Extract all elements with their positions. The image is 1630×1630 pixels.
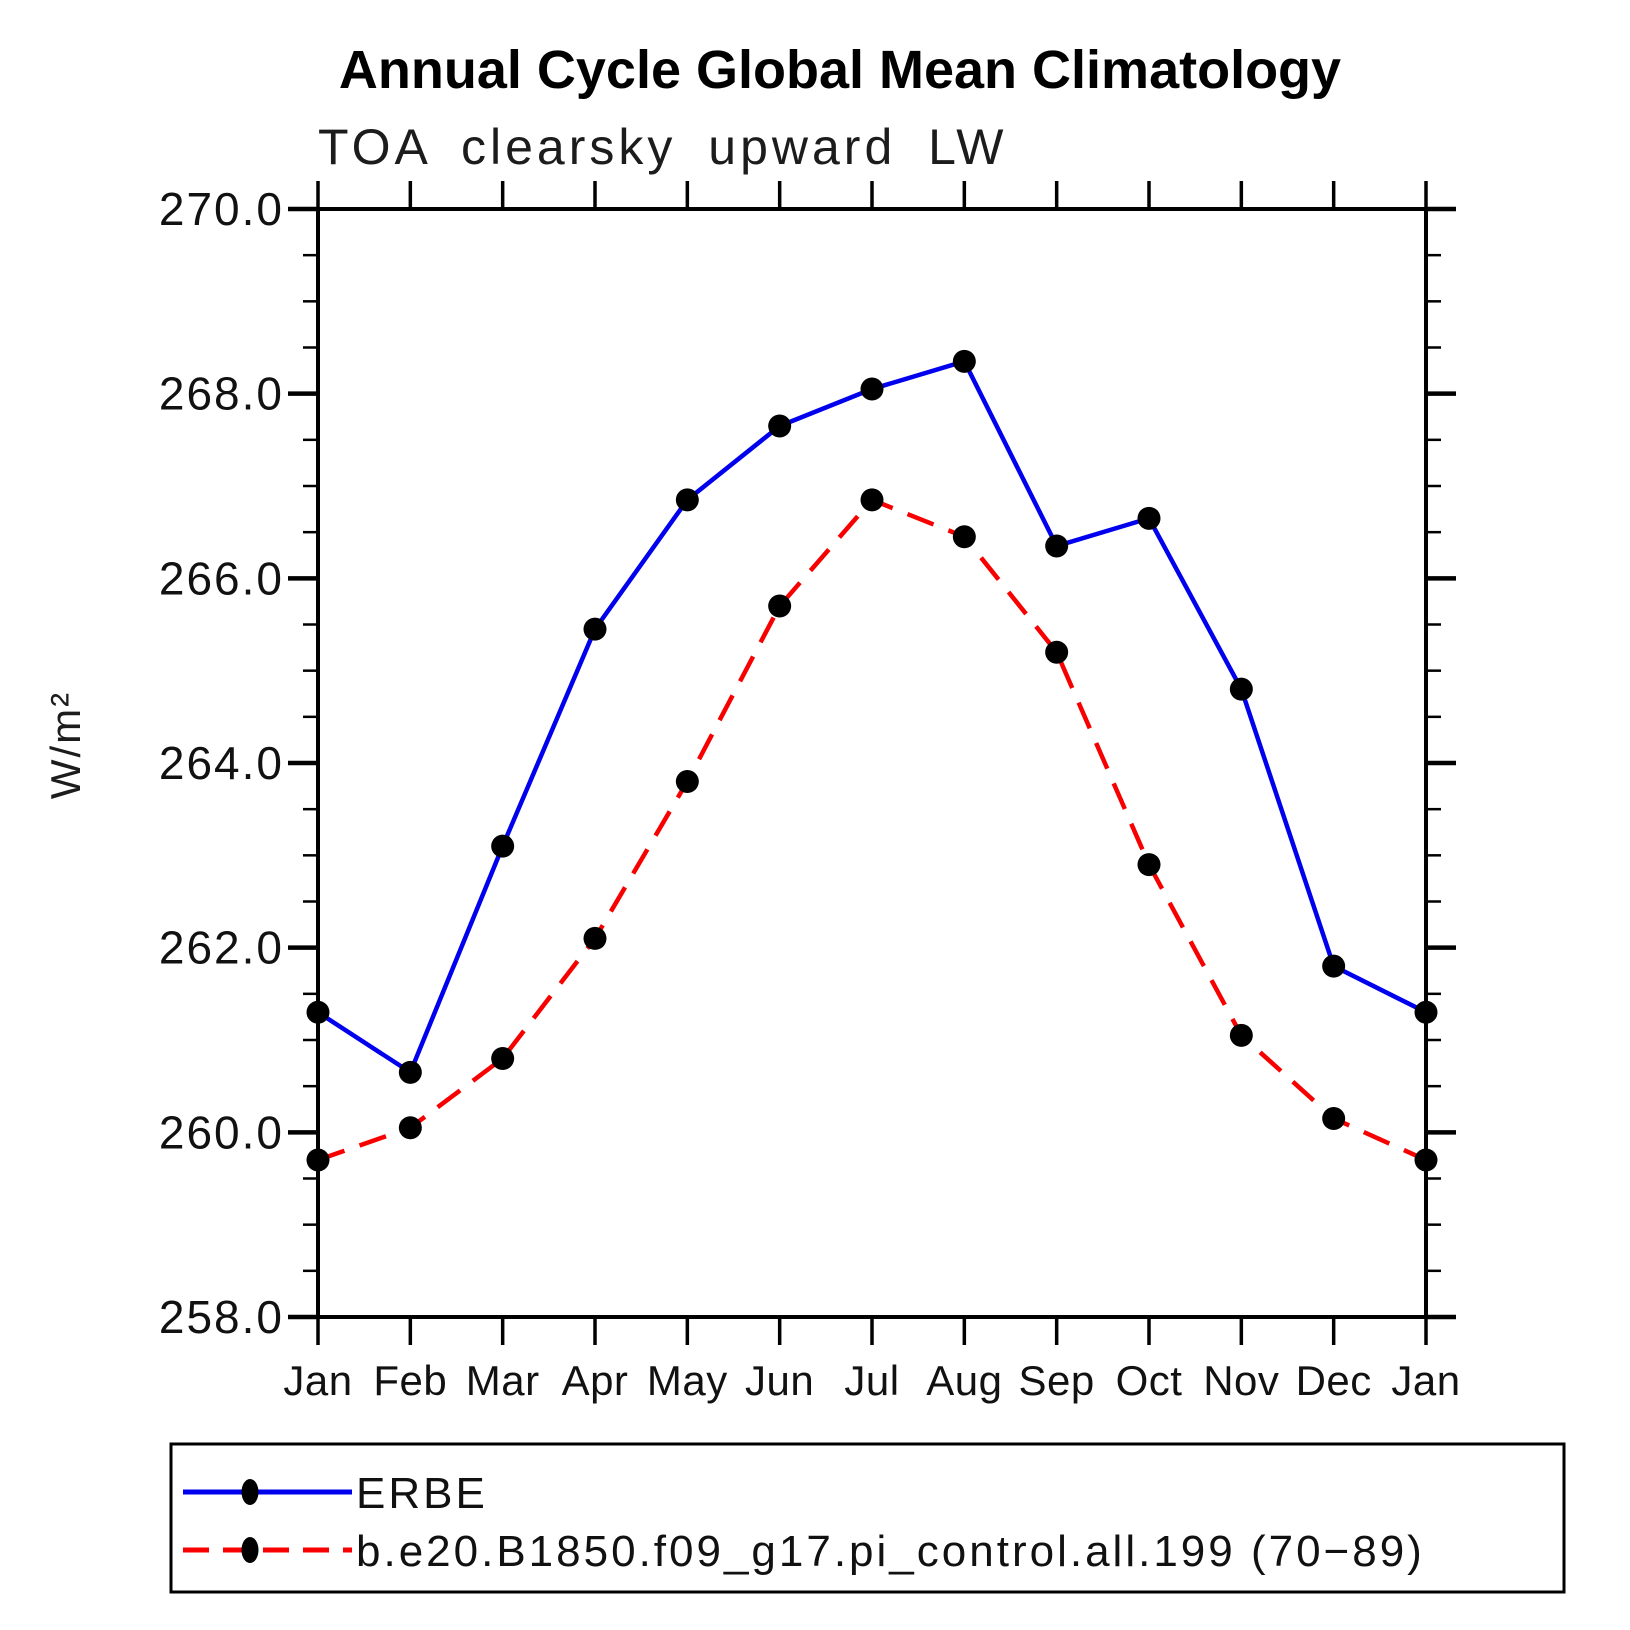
data-point-0-3 [583, 617, 607, 641]
chart-subtitle: TOA clearsky upward LW [318, 119, 1007, 175]
series-line-1 [317, 497, 1427, 1163]
y-tick-label: 260.0 [159, 1106, 284, 1158]
data-point-0-4 [675, 488, 699, 512]
x-tick-label: Nov [1203, 1357, 1279, 1404]
y-tick-label: 270.0 [159, 183, 284, 235]
data-point-0-6 [860, 377, 884, 401]
y-tick-label: 258.0 [159, 1291, 284, 1343]
y-tick-label: 266.0 [159, 552, 284, 604]
x-tick-label: Mar [466, 1357, 540, 1404]
data-point-0-1 [398, 1060, 422, 1084]
data-point-0-8 [1045, 534, 1069, 558]
y-tick-label: 268.0 [159, 368, 284, 420]
data-point-0-7 [952, 349, 976, 373]
x-tick-label: Jun [745, 1357, 814, 1404]
y-minor-ticks [303, 253, 1441, 1273]
data-point-1-0 [306, 1148, 330, 1172]
x-tick-label: Apr [562, 1357, 629, 1404]
x-tick-label: Jan [1391, 1357, 1460, 1404]
x-tick-label: Dec [1296, 1357, 1372, 1404]
x-tick-label: Oct [1116, 1357, 1183, 1404]
data-point-0-9 [1137, 506, 1161, 530]
y-tick-label: 262.0 [159, 922, 284, 974]
data-point-1-6 [860, 488, 884, 512]
data-point-1-8 [1045, 640, 1069, 664]
data-point-0-11 [1322, 954, 1346, 978]
legend-marker-model [241, 1537, 259, 1563]
legend: ERBE b.e20.B1850.f09_g17.pi_control.all.… [169, 1442, 1566, 1594]
data-point-0-10 [1229, 677, 1253, 701]
y-tick-labels: 258.0 260.0 262.0 264.0 266.0 268.0 270.0 [159, 183, 284, 1343]
data-point-0-0 [306, 1000, 330, 1024]
chart-title: Annual Cycle Global Mean Climatology [339, 40, 1341, 100]
legend-label-erbe: ERBE [356, 1469, 488, 1518]
data-point-1-9 [1137, 853, 1161, 877]
x-tick-label: Aug [926, 1357, 1002, 1404]
plot-box [316, 207, 1428, 1319]
y-major-ticks [288, 206, 1456, 1320]
data-point-1-10 [1229, 1023, 1253, 1047]
x-tick-label: Feb [373, 1357, 447, 1404]
series-lines [316, 358, 1428, 1163]
data-point-1-3 [583, 926, 607, 950]
x-ticks [316, 181, 1428, 1345]
data-point-1-7 [952, 525, 976, 549]
series-markers [306, 349, 1438, 1172]
y-tick-label: 264.0 [159, 737, 284, 789]
x-tick-labels: Jan Feb Mar Apr May Jun Jul Aug Sep Oct Nov Dec Jan [283, 1357, 1460, 1404]
data-point-0-5 [768, 414, 792, 438]
legend-marker-erbe [241, 1479, 259, 1505]
data-point-1-1 [398, 1116, 422, 1140]
data-point-1-5 [768, 594, 792, 618]
data-point-1-12 [1414, 1148, 1438, 1172]
y-axis-label: W/m² [42, 691, 89, 799]
data-point-1-11 [1322, 1106, 1346, 1130]
plot-box-rect [316, 207, 1428, 1319]
x-tick-label: Jul [844, 1357, 899, 1404]
x-tick-label: Jan [283, 1357, 352, 1404]
series-line-0 [316, 358, 1428, 1076]
x-tick-label: May [647, 1357, 728, 1404]
data-point-1-4 [675, 769, 699, 793]
data-point-0-12 [1414, 1000, 1438, 1024]
legend-label-model: b.e20.B1850.f09_g17.pi_control.all.199 (… [356, 1527, 1425, 1576]
data-point-0-2 [491, 834, 515, 858]
legend-box [169, 1442, 1566, 1594]
x-tick-label: Sep [1019, 1357, 1095, 1404]
data-point-1-2 [491, 1046, 515, 1070]
